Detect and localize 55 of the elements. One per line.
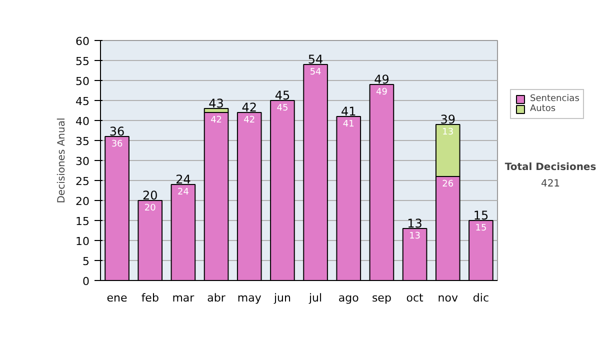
total-label: 43 [208,96,224,110]
legend-label: Autos [530,104,556,114]
data-label: 36 [111,140,124,150]
data-label: 54 [310,68,322,78]
x-tick-label: sep [372,292,392,304]
data-label: 45 [276,104,288,114]
y-tick-label: 50 [76,75,90,88]
x-tick-label: may [237,292,262,304]
data-label: 15 [475,224,487,234]
total-label: 36 [109,124,125,138]
text: Total Decisiones [504,162,596,174]
x-tick-label: jun [272,292,291,304]
y-tick-label: 30 [76,155,90,168]
text: 421 [540,178,560,190]
y-tick-label: 10 [76,235,90,248]
data-label: 42 [244,116,256,126]
total-label: 45 [274,88,290,102]
x-tick-label: ago [338,292,360,304]
x-tick-label: dic [472,292,490,304]
data-label: 24 [177,188,190,198]
y-tick-label: 35 [76,135,90,148]
y-tick-label: 25 [76,175,90,188]
x-tick-label: feb [141,292,159,304]
y-tick-label: 20 [76,195,90,208]
x-tick-label: mar [172,292,195,304]
total-label: 42 [242,100,258,114]
y-axis-title: Decisiones Anual [56,118,68,204]
y-tick-label: 55 [76,55,90,68]
total-label: 13 [407,216,422,230]
total-label: 39 [440,112,456,126]
x-tick-label: jul [308,292,322,304]
total-label: 24 [176,172,191,186]
data-label: 26 [442,180,454,190]
data-label: 42 [210,116,222,126]
y-tick-label: 15 [76,215,90,228]
x-tick-label: ene [106,292,128,304]
x-tick-label: oct [406,292,424,304]
data-label: 13 [409,232,421,242]
data-label: 13 [442,128,454,138]
y-tick-label: 40 [76,115,90,128]
legend-label: Sentencias [530,94,580,104]
y-tick-label: 45 [76,95,90,108]
y-tick-label: 0 [82,275,90,288]
data-label: 20 [144,204,156,214]
y-tick-label: 5 [82,255,90,268]
x-tick-label: abr [207,292,226,304]
data-label: 41 [342,120,354,130]
total-label: 49 [374,72,390,86]
total-label: 54 [308,52,324,66]
x-tick-label: nov [438,292,458,304]
data-label: 49 [376,88,388,98]
y-tick-label: 60 [76,35,90,48]
total-label: 15 [473,208,489,222]
total-label: 41 [340,104,356,118]
total-label: 20 [142,188,158,202]
